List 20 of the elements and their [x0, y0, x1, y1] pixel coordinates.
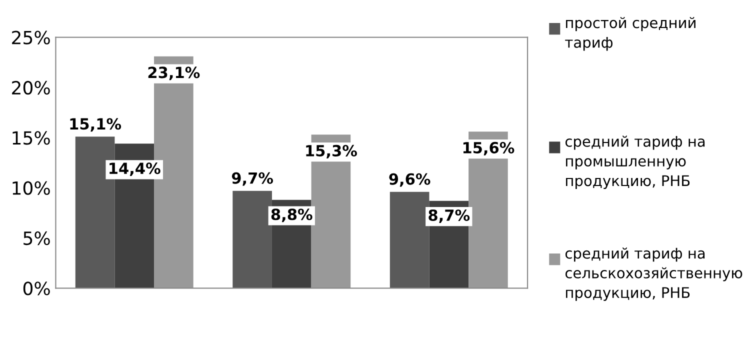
legend-label: средний тариф на сельскохозяйственную продукцию, РНБ — [565, 248, 742, 301]
data-label: 9,6% — [389, 173, 430, 187]
y-tick-label: 0% — [23, 282, 50, 296]
data-label: 8,8% — [271, 208, 312, 222]
data-label: 15,6% — [463, 142, 514, 156]
bar — [390, 192, 430, 288]
data-label: 23,1% — [148, 66, 200, 80]
data-label: 8,7% — [428, 209, 470, 223]
data-label: 9,7% — [232, 172, 274, 186]
data-label: 14,4% — [110, 162, 160, 176]
bar — [232, 190, 272, 288]
data-label: 15,3% — [306, 144, 357, 158]
y-tick-label: 20% — [12, 80, 50, 95]
legend-label: средний тариф на промышленную продукцию, РНБ — [565, 136, 705, 190]
y-tick-label: 5% — [24, 231, 50, 246]
legend-label: простой средний тариф — [565, 17, 696, 51]
y-tick-label: 15% — [12, 131, 50, 145]
y-tick-label: 10% — [12, 181, 50, 195]
data-label: 15,1% — [70, 118, 122, 132]
y-tick-label: 25% — [12, 30, 50, 44]
